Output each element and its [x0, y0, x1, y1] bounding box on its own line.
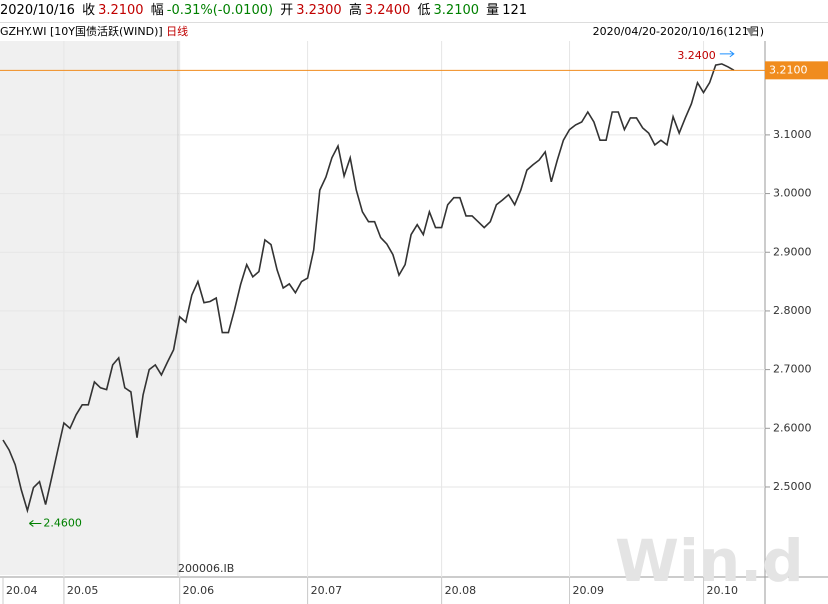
y-tick-label: 2.5000 [773, 480, 812, 493]
price-line [2, 63, 735, 514]
label: 低 [417, 3, 431, 18]
dropdown[interactable] [746, 28, 756, 36]
value: -0.31%(-0.0100) [166, 3, 274, 18]
max-label: 3.2400 [677, 49, 716, 62]
label: 收 [82, 3, 96, 18]
x-tick-label: 20.10 [707, 584, 739, 597]
watermark: Win.d [615, 527, 804, 595]
y-tick-label: 2.9000 [773, 245, 812, 258]
security-name: [10Y国债活跃(WIND)] [49, 25, 163, 38]
label: 高 [348, 3, 362, 18]
date-range[interactable]: 2020/04/20-2020/10/16(121日) [592, 25, 764, 38]
date: 2020/10/16 [0, 3, 75, 18]
last-price-label: 3.2100 [769, 63, 808, 76]
quote-header: 2020/10/16 收 3.2100 幅 -0.31%(-0.0100) 开 3.2… [0, 0, 828, 22]
arrow [29, 520, 42, 527]
contract-label: 200006.IB [178, 562, 234, 575]
x-tick-label: 20.05 [67, 584, 99, 597]
value: 3.2400 [364, 3, 411, 18]
y-tick-label: 3.1000 [773, 128, 812, 141]
period[interactable]: 日线 [166, 25, 189, 38]
label: 幅 [150, 3, 164, 18]
value: 3.2100 [98, 3, 144, 18]
x-tick-label: 20.09 [573, 584, 605, 597]
arrow [719, 50, 735, 58]
x-tick-label: 20.06 [183, 584, 215, 597]
code: GZHY.WI [0, 25, 47, 38]
x-tick-label: 20.04 [6, 584, 38, 597]
y-tick-label: 2.6000 [773, 421, 812, 434]
value: 3.2100 [433, 3, 480, 18]
y-tick-label: 2.8000 [773, 304, 812, 317]
value: 3.2300 [296, 3, 342, 18]
last-price-box [765, 61, 828, 80]
sub-header: GZHY.WI [10Y国债活跃(WIND)] 日线 2020/04/20-20… [0, 22, 828, 41]
x-tick-label: 20.08 [445, 584, 477, 597]
min-label: 2.4600 [43, 516, 82, 529]
x-tick-label: 20.07 [311, 584, 343, 597]
label: 量 [486, 3, 500, 18]
value: 121 [502, 3, 528, 18]
shaded-region [0, 41, 178, 575]
label: 开 [280, 3, 294, 18]
y-tick-label: 3.0000 [773, 187, 812, 200]
y-tick-label: 2.7000 [773, 363, 812, 376]
